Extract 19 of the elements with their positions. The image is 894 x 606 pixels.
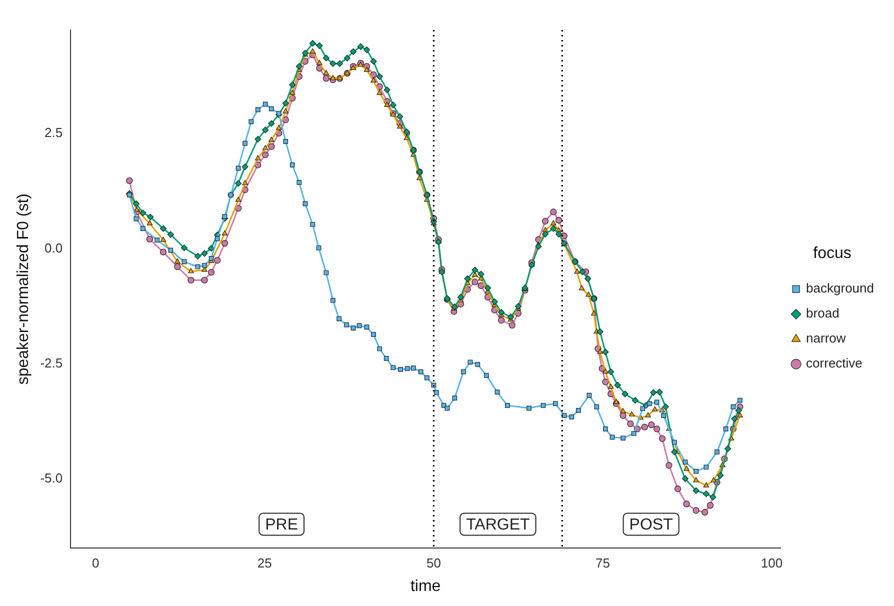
x-tick-label: 0 <box>92 556 100 571</box>
y-axis-title: speaker-normalized F0 (st) <box>15 194 32 385</box>
annotation: PRE <box>265 516 298 534</box>
legend-label: broad <box>806 306 840 321</box>
x-tick-label: 25 <box>257 556 272 571</box>
annotation: POST <box>629 516 674 534</box>
legend-label: background <box>806 280 874 296</box>
annotation: TARGET <box>466 516 530 534</box>
x-tick-label: 100 <box>760 556 783 571</box>
y-tick-label: -5.0 <box>40 470 63 486</box>
legend-label: narrow <box>806 330 846 346</box>
legend-title: focus <box>813 244 852 262</box>
y-tick-label: 2.5 <box>44 125 63 140</box>
x-tick-label: 75 <box>596 556 610 571</box>
legend-label: corrective <box>806 356 862 371</box>
y-tick-label: -2.5 <box>40 356 63 371</box>
x-tick-label: 50 <box>426 556 441 571</box>
y-tick-label: 0.0 <box>44 240 63 256</box>
x-axis-title: time <box>410 578 441 595</box>
